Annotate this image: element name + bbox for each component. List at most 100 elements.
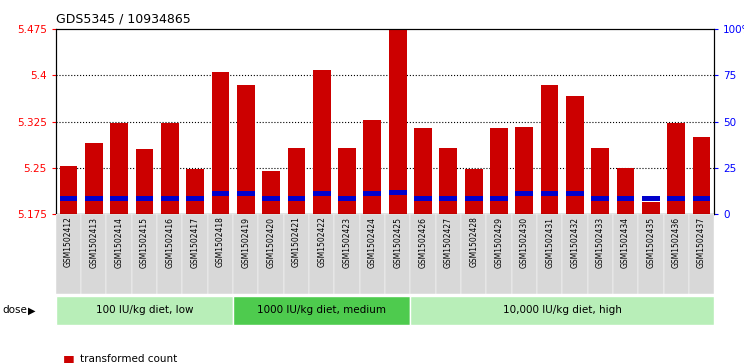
Bar: [106, 214, 132, 294]
Bar: [110, 196, 128, 201]
Text: ▶: ▶: [28, 305, 36, 315]
Text: GSM1502435: GSM1502435: [647, 217, 655, 268]
Bar: [385, 214, 411, 294]
Bar: [461, 214, 487, 294]
Bar: [566, 191, 584, 196]
Bar: [591, 148, 609, 214]
Bar: [287, 148, 305, 214]
Bar: [85, 143, 103, 214]
Bar: [186, 169, 204, 214]
Bar: [642, 196, 660, 201]
Text: GSM1502434: GSM1502434: [621, 217, 630, 268]
Text: GSM1502426: GSM1502426: [419, 217, 428, 268]
Bar: [414, 196, 432, 201]
Bar: [465, 169, 483, 214]
Bar: [132, 214, 157, 294]
Bar: [512, 214, 537, 294]
Bar: [541, 191, 559, 196]
Text: GSM1502429: GSM1502429: [495, 217, 504, 268]
Bar: [85, 196, 103, 201]
Text: GSM1502427: GSM1502427: [444, 217, 453, 268]
Bar: [440, 147, 458, 214]
Bar: [182, 214, 208, 294]
Bar: [208, 214, 233, 294]
Bar: [237, 191, 254, 196]
Bar: [566, 96, 584, 214]
Bar: [262, 196, 280, 201]
Bar: [591, 196, 609, 201]
Text: GSM1502436: GSM1502436: [672, 217, 681, 268]
Text: GSM1502420: GSM1502420: [266, 217, 275, 268]
Text: GSM1502430: GSM1502430: [520, 217, 529, 268]
Bar: [287, 196, 305, 201]
Bar: [411, 295, 714, 325]
Text: GSM1502419: GSM1502419: [241, 217, 250, 268]
Bar: [516, 127, 533, 214]
Bar: [359, 214, 385, 294]
Text: GSM1502431: GSM1502431: [545, 217, 554, 268]
Bar: [334, 214, 359, 294]
Bar: [233, 214, 258, 294]
Bar: [693, 137, 711, 214]
Bar: [339, 148, 356, 214]
Text: 100 IU/kg diet, low: 100 IU/kg diet, low: [96, 305, 193, 315]
Bar: [339, 196, 356, 201]
Bar: [237, 85, 254, 214]
Bar: [364, 191, 381, 196]
Bar: [56, 295, 233, 325]
Bar: [211, 191, 229, 196]
Bar: [135, 196, 153, 201]
Bar: [60, 196, 77, 201]
Bar: [588, 214, 613, 294]
Text: GSM1502437: GSM1502437: [697, 217, 706, 268]
Bar: [110, 123, 128, 214]
Bar: [537, 214, 562, 294]
Text: GSM1502413: GSM1502413: [89, 217, 98, 268]
Bar: [233, 295, 411, 325]
Bar: [562, 214, 588, 294]
Text: 10,000 IU/kg diet, high: 10,000 IU/kg diet, high: [503, 305, 622, 315]
Text: GSM1502417: GSM1502417: [190, 217, 199, 268]
Bar: [309, 214, 334, 294]
Text: GSM1502433: GSM1502433: [596, 217, 605, 268]
Bar: [642, 202, 660, 214]
Bar: [262, 171, 280, 214]
Text: GSM1502421: GSM1502421: [292, 217, 301, 268]
Text: GSM1502428: GSM1502428: [469, 217, 478, 268]
Bar: [186, 196, 204, 201]
Bar: [617, 168, 635, 214]
Bar: [689, 214, 714, 294]
Bar: [135, 150, 153, 214]
Bar: [312, 70, 330, 214]
Bar: [411, 214, 436, 294]
Text: GSM1502414: GSM1502414: [115, 217, 124, 268]
Bar: [364, 121, 381, 214]
Bar: [211, 72, 229, 214]
Bar: [613, 214, 638, 294]
Text: GSM1502425: GSM1502425: [393, 217, 403, 268]
Text: GDS5345 / 10934865: GDS5345 / 10934865: [56, 13, 190, 26]
Bar: [389, 190, 406, 195]
Text: GSM1502416: GSM1502416: [165, 217, 174, 268]
Bar: [436, 214, 461, 294]
Text: GSM1502423: GSM1502423: [342, 217, 351, 268]
Text: transformed count: transformed count: [80, 354, 177, 363]
Bar: [667, 196, 685, 201]
Bar: [161, 123, 179, 214]
Bar: [414, 128, 432, 214]
Bar: [440, 196, 458, 201]
Bar: [516, 191, 533, 196]
Bar: [312, 191, 330, 196]
Text: ■: ■: [63, 353, 75, 363]
Text: GSM1502422: GSM1502422: [317, 217, 326, 268]
Bar: [541, 85, 559, 214]
Bar: [638, 214, 664, 294]
Bar: [81, 214, 106, 294]
Bar: [693, 196, 711, 201]
Bar: [490, 196, 508, 201]
Bar: [664, 214, 689, 294]
Text: GSM1502424: GSM1502424: [368, 217, 377, 268]
Bar: [56, 214, 81, 294]
Text: 1000 IU/kg diet, medium: 1000 IU/kg diet, medium: [257, 305, 386, 315]
Text: GSM1502415: GSM1502415: [140, 217, 149, 268]
